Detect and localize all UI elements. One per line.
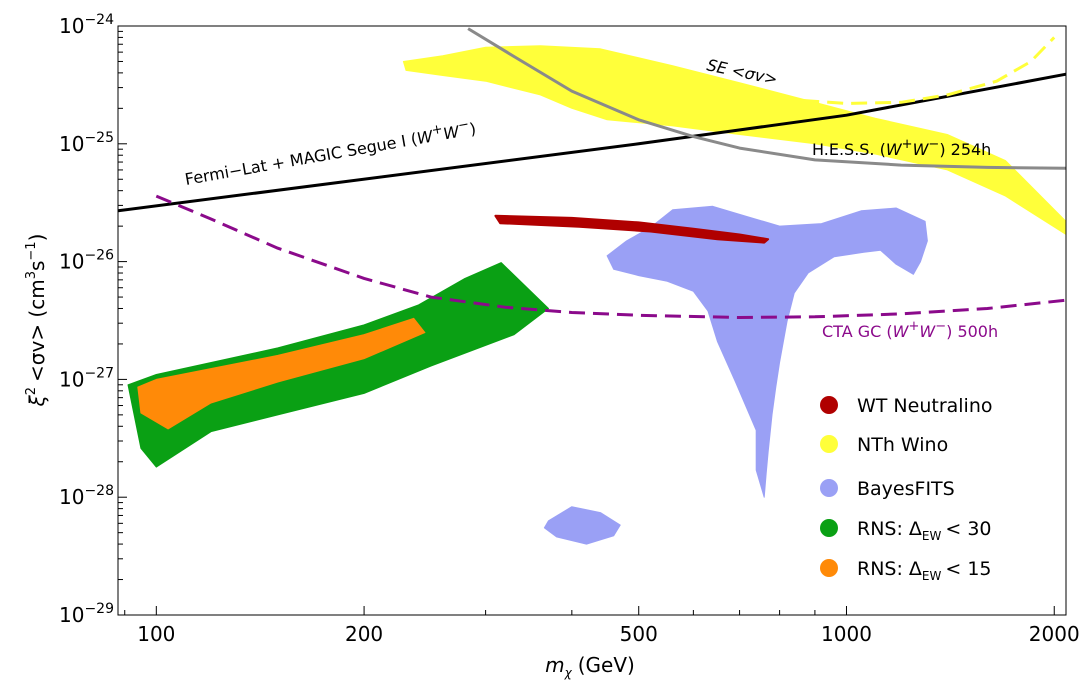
svg-text:H.E.S.S. (W+W−) 254h: H.E.S.S. (W+W−) 254h [812, 137, 991, 159]
svg-text:BayesFITS: BayesFITS [857, 478, 955, 500]
legend-item-rns-30: RNS: ΔEW < 30 [820, 518, 992, 543]
x-tick-label: 500 [620, 622, 658, 646]
hess-label: H.E.S.S. (W+W−) 254h [812, 137, 991, 159]
svg-text:Fermi−Lat + MAGIC Segue I (W+W: Fermi−Lat + MAGIC Segue I (W+W−) [183, 116, 478, 189]
curves-layer [117, 27, 1067, 319]
legend-swatch [820, 396, 838, 414]
y-tick-label: 10−27 [59, 365, 114, 391]
x-tick-label: 2000 [1029, 622, 1080, 646]
region-rns15 [137, 317, 426, 430]
x-axis-title: mχ (GeV) [545, 653, 635, 680]
x-tick-label: 200 [345, 622, 383, 646]
region-wt-neutralino [494, 214, 770, 244]
regions-layer [127, 45, 1067, 545]
y-tick-label: 10−24 [59, 12, 114, 38]
y-tick-label: 10−25 [59, 130, 114, 156]
svg-text:RNS: ΔEW< 15: RNS: ΔEW < 15 [857, 558, 992, 583]
legend-swatch [820, 559, 838, 577]
curve-hess [467, 27, 1067, 170]
legend-item-bayesfits: BayesFITS [820, 478, 955, 500]
legend-swatch [820, 519, 838, 537]
legend-item-rns-15: RNS: ΔEW < 15 [820, 558, 992, 583]
fermi-label: Fermi−Lat + MAGIC Segue I (W+W−) [183, 116, 478, 189]
svg-text:CTA GC (W+W−) 500h: CTA GC (W+W−) 500h [822, 319, 998, 341]
svg-text:ξ2<σv> (cm3s−1): ξ2<σv> (cm3s−1) [24, 234, 49, 408]
cta-label: CTA GC (W+W−) 500h [822, 319, 998, 341]
legend: WT Neutralino NTh Wino BayesFITS RNS: ΔE… [820, 395, 993, 583]
curve-cta [155, 194, 1067, 319]
legend-item-wt-neutralino: WT Neutralino [820, 395, 993, 417]
region-bayesfits [543, 506, 621, 545]
y-tick-label: 10−28 [59, 483, 114, 509]
legend-item-nth-wino: NTh Wino [820, 434, 948, 456]
plot-frame [117, 25, 1067, 616]
y-axis: 10−29 10−28 10−27 10−26 10−25 10−24 [59, 12, 127, 627]
svg-text:NTh Wino: NTh Wino [857, 434, 948, 456]
region-bayesfits [606, 205, 928, 498]
y-tick-label: 10−26 [59, 248, 114, 274]
x-tick-label: 1000 [821, 622, 872, 646]
legend-swatch [820, 479, 838, 497]
x-axis: 100 200 500 1000 2000 [124, 606, 1080, 646]
y-axis-title: ξ2<σv> (cm3s−1) [24, 234, 49, 408]
legend-swatch [820, 435, 838, 453]
y-tick-label: 10−29 [59, 601, 114, 627]
region-nth-wino [402, 45, 1067, 235]
curve-fermi [117, 72, 1067, 213]
svg-text:RNS: ΔEW< 30: RNS: ΔEW < 30 [857, 518, 992, 543]
x-tick-label: 100 [137, 622, 175, 646]
svg-text:WT Neutralino: WT Neutralino [857, 395, 993, 417]
